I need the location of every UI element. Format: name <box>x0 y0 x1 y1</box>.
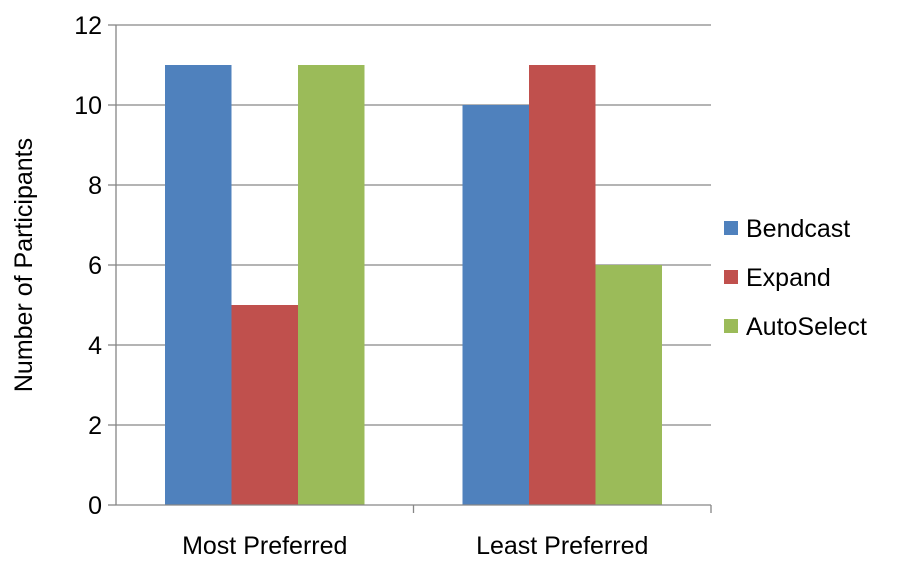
y-axis-label: Number of Participants <box>10 138 38 392</box>
y-tick-labels: 0 2 4 6 8 10 12 <box>74 12 102 520</box>
y-tick-label: 6 <box>88 252 102 280</box>
bar-autoselect-2 <box>595 265 662 505</box>
bars <box>165 65 662 505</box>
x-tick-labels: Most Preferred Least Preferred <box>182 532 648 560</box>
legend-label: Expand <box>746 264 831 292</box>
legend-label: AutoSelect <box>746 313 867 341</box>
y-tick-label: 12 <box>74 12 102 40</box>
y-tick-label: 10 <box>74 92 102 120</box>
bar-expand-1 <box>231 305 298 505</box>
y-tick-label: 2 <box>88 412 102 440</box>
bar-autoselect-1 <box>298 65 365 505</box>
bar-expand-2 <box>529 65 596 505</box>
y-tick-label: 0 <box>88 492 102 520</box>
legend: Bendcast Expand AutoSelect <box>724 215 867 341</box>
bar-bendcast-2 <box>462 105 529 505</box>
bar-bendcast-1 <box>165 65 232 505</box>
axes <box>108 24 712 513</box>
legend-swatch <box>724 270 738 284</box>
legend-label: Bendcast <box>746 215 850 243</box>
y-tick-label: 4 <box>88 332 102 360</box>
x-tick-label: Least Preferred <box>476 532 648 560</box>
legend-swatch <box>724 319 738 333</box>
y-tick-label: 8 <box>88 172 102 200</box>
x-tick-label: Most Preferred <box>182 532 347 560</box>
legend-swatch <box>724 221 738 235</box>
